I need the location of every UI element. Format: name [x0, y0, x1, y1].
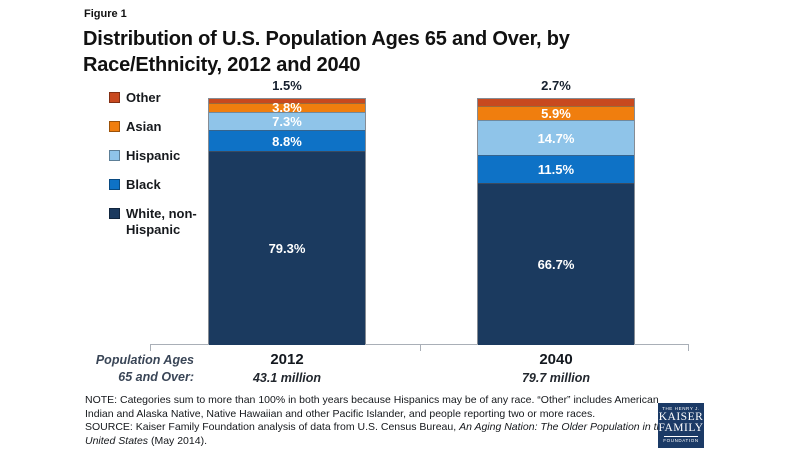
x-axis-tick	[688, 344, 689, 351]
bar-segment-black: 8.8%	[209, 129, 365, 152]
legend-label: Other	[126, 90, 161, 105]
bar-segment-value-label: 3.8%	[272, 100, 302, 116]
bar-top-value-label: 2.7%	[541, 78, 571, 93]
legend-item-black: Black	[109, 177, 209, 193]
bar-segment-asian: 5.9%	[478, 105, 634, 121]
bar-segment-value-label: 5.9%	[541, 105, 571, 121]
legend-item-white-non-hispanic: White, non-Hispanic	[109, 206, 209, 238]
source-text-citation: An Aging Nation: The Older Population in…	[85, 421, 669, 447]
category-year-label: 2040	[539, 351, 573, 368]
chart-legend: Other Asian Hispanic Black White, non-Hispan…	[109, 90, 209, 251]
logo-line-top: THE HENRY J.	[662, 406, 700, 411]
x-axis-tick	[150, 344, 151, 351]
bar-segment-hispanic: 14.7%	[478, 119, 634, 156]
legend-item-other: Other	[109, 90, 209, 106]
bar-segment-white-non-hispanic: 66.7%	[478, 183, 634, 345]
legend-swatch-white-non-hispanic	[109, 208, 120, 219]
legend-swatch-black	[109, 179, 120, 190]
logo-line-kaiser: KAISER	[658, 411, 704, 423]
bar-segment-black: 11.5%	[478, 155, 634, 184]
category-label-2040: 2040 79.7 million	[476, 351, 636, 385]
bar-segment-value-label: 11.5%	[537, 162, 575, 178]
category-population-label: 43.1 million	[252, 371, 322, 385]
legend-label: Asian	[126, 119, 162, 134]
source-text-suffix: (May 2014).	[148, 434, 207, 447]
category-year-label: 2012	[270, 351, 304, 368]
bar-segment-value-label: 8.8%	[272, 133, 302, 149]
category-label-2012: 2012 43.1 million	[207, 351, 367, 385]
bar-segment-value-label: 7.3%	[272, 113, 302, 129]
bar-2012: 3.8% 7.3% 8.8% 79.3%	[208, 98, 366, 345]
figure-number-label: Figure 1	[84, 8, 127, 20]
bar-segment-value-label: 14.7%	[537, 130, 575, 146]
legend-item-asian: Asian	[109, 119, 209, 135]
source-text-prefix: SOURCE: Kaiser Family Foundation analysi…	[85, 421, 460, 433]
legend-item-hispanic: Hispanic	[109, 148, 209, 164]
bar-2040: 5.9% 14.7% 11.5% 66.7%	[477, 98, 635, 345]
logo-line-family: FAMILY	[658, 422, 704, 434]
bar-top-value-label: 1.5%	[272, 78, 302, 93]
logo-line-foundation: FOUNDATION	[663, 438, 699, 443]
bar-segment-other	[478, 99, 634, 106]
x-axis-tick	[419, 344, 421, 351]
bar-segment-asian: 3.8%	[209, 100, 365, 116]
legend-swatch-hispanic	[109, 150, 120, 161]
bar-segment-hispanic: 7.3%	[209, 111, 365, 130]
bar-segment-value-label: 79.3%	[268, 241, 306, 257]
kaiser-family-foundation-logo: THE HENRY J. KAISER FAMILY FOUNDATION	[658, 403, 704, 448]
bar-segment-other	[209, 99, 365, 103]
legend-swatch-other	[109, 92, 120, 103]
category-population-label: 79.7 million	[521, 371, 591, 385]
bar-segment-value-label: 66.7%	[537, 257, 575, 273]
page-title: Distribution of U.S. Population Ages 65 …	[83, 28, 570, 76]
legend-swatch-asian	[109, 121, 120, 132]
note-text: NOTE: Categories sum to more than 100% i…	[85, 394, 659, 420]
logo-divider	[664, 436, 698, 437]
legend-label: Black	[126, 177, 161, 192]
footnotes: NOTE: Categories sum to more than 100% i…	[85, 394, 685, 448]
legend-label: Hispanic	[126, 148, 181, 163]
bar-segment-white-non-hispanic: 79.3%	[209, 151, 365, 345]
legend-label: White, non-Hispanic	[126, 206, 197, 237]
axis-caption: Population Ages 65 and Over:	[95, 353, 194, 384]
